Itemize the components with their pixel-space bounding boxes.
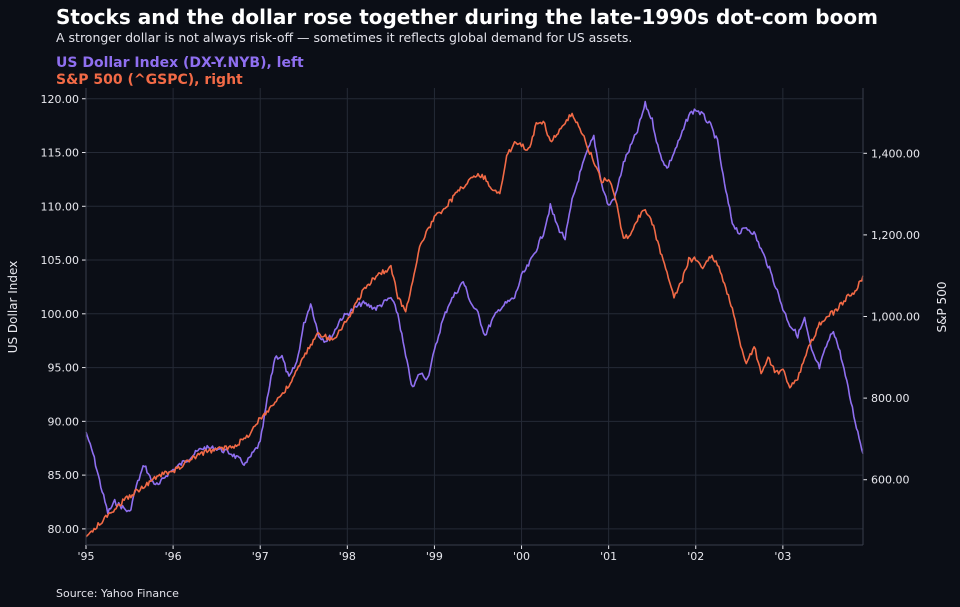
- y-left-tick-label: 90.00: [48, 415, 80, 428]
- y-left-tick-label: 105.00: [41, 254, 80, 267]
- x-tick-label: '03: [774, 550, 791, 563]
- x-tick-label: '97: [252, 550, 269, 563]
- y-left-tick-label: 100.00: [41, 308, 80, 321]
- y-axis-right-label: S&P 500: [935, 282, 949, 333]
- x-tick-label: '99: [426, 550, 443, 563]
- series-line-sp500: [85, 112, 864, 538]
- chart-subtitle: A stronger dollar is not always risk-off…: [56, 30, 633, 45]
- y-right-tick-label: 1,000.00: [871, 311, 920, 324]
- x-tick-label: '00: [513, 550, 530, 563]
- x-tick-label: '02: [687, 550, 704, 563]
- x-tick-label: '01: [600, 550, 617, 563]
- y-left-tick-label: 120.00: [41, 93, 80, 106]
- legend-dollar-index: US Dollar Index (DX-Y.NYB), left: [56, 55, 304, 71]
- y-left-tick-label: 115.00: [41, 147, 80, 160]
- source-note: Source: Yahoo Finance: [56, 587, 179, 600]
- y-right-tick-label: 600.00: [871, 474, 910, 487]
- chart-title: Stocks and the dollar rose together duri…: [56, 5, 878, 29]
- y-left-tick-label: 110.00: [41, 200, 80, 213]
- y-left-tick-label: 85.00: [48, 469, 80, 482]
- legend-sp500: S&P 500 (^GSPC), right: [56, 72, 243, 88]
- y-left-tick-label: 80.00: [48, 523, 80, 536]
- y-axis-left-label: US Dollar Index: [6, 261, 20, 354]
- y-right-tick-label: 800.00: [871, 392, 910, 405]
- series-lines: [85, 100, 864, 538]
- y-right-tick-label: 1,400.00: [871, 147, 920, 160]
- y-left-tick-label: 95.00: [48, 362, 80, 375]
- x-tick-label: '95: [77, 550, 94, 563]
- x-tick-label: '98: [339, 550, 356, 563]
- axes: 80.00 85.00 90.00 95.00 100.00 105.00 110.00 11…: [41, 88, 920, 563]
- x-tick-label: '96: [165, 550, 182, 563]
- grid-lines: [85, 88, 863, 545]
- y-right-tick-label: 1,200.00: [871, 229, 920, 242]
